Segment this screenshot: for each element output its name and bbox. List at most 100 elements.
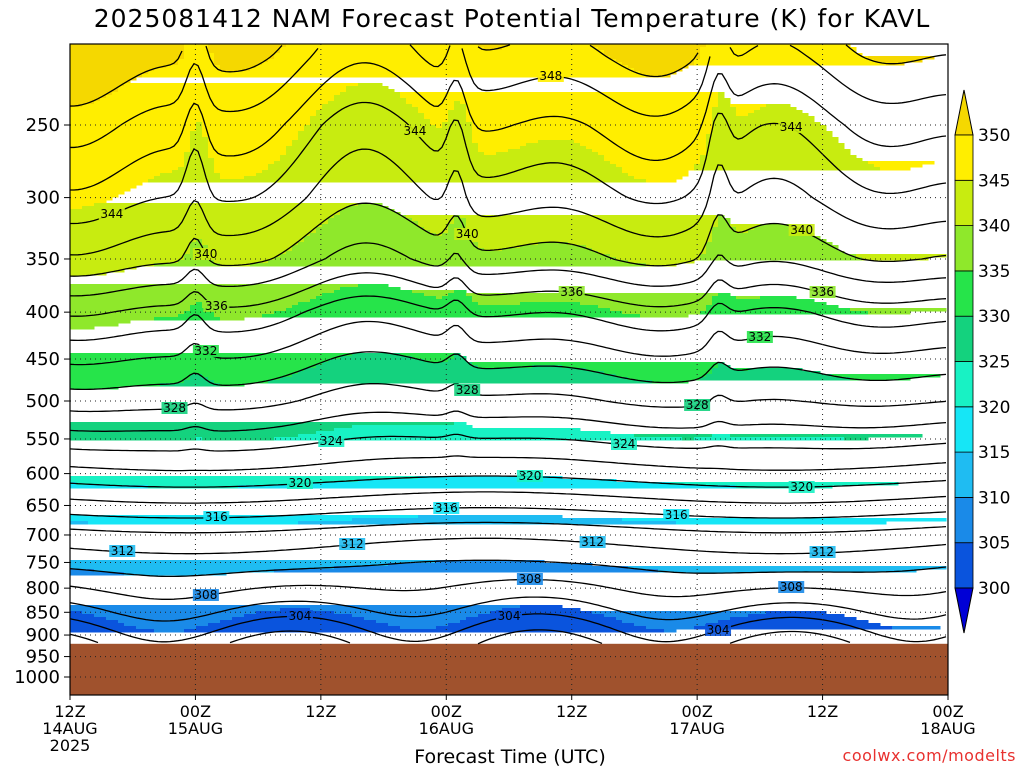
contour-label-bg [558,286,585,298]
contour-label-bg [109,545,136,557]
contour-label-bg [579,536,606,548]
y-tick-label-300: 300 [26,188,60,209]
y-axis: 2503003504004505005506006507007508008509… [14,115,70,688]
contour-label-312: 312 [811,545,834,559]
contour-label-bg [433,502,460,514]
y-tick-label-800: 800 [26,578,60,599]
colorbar-top-extend [954,89,974,136]
colorbar-bin-325 [954,315,974,362]
contour-label-328: 328 [163,401,186,415]
colorbar-label-330: 330 [978,307,1010,327]
x-tick-label-72-0: 12Z [807,702,838,721]
contour-342 [69,148,947,256]
contour-label-bg [778,581,805,593]
colorbar-label-305: 305 [978,534,1010,554]
x-tick-label-60-1: 17AUG [669,719,724,738]
chart-title: 2025081412 NAM Forecast Potential Temper… [93,4,931,33]
colorbar-bin-330 [954,270,974,317]
contour-label-320: 320 [790,480,813,494]
y-tick-label-600: 600 [26,464,60,485]
contour-332 [69,320,947,366]
contour-label-340: 340 [194,247,217,261]
contour-label-bg [339,538,366,550]
contour-label-336: 336 [811,285,834,299]
colorbar-bottom-extend [954,587,974,634]
colorbar-label-325: 325 [978,353,1010,373]
contour-label-bg [705,624,732,636]
contour-344 [70,101,947,225]
contour-label-bg [192,589,219,601]
colorbar-label-345: 345 [978,171,1010,191]
contour-label-bg [788,481,815,493]
colorbar-label-340: 340 [978,217,1010,237]
contour-label-308: 308 [780,580,803,594]
contour-label-320: 320 [288,476,311,490]
y-tick-label-450: 450 [26,349,60,370]
x-tick-label-60-0: 00Z [681,702,712,721]
colorbar-label-310: 310 [978,488,1010,508]
colorbar-bin-300 [954,542,974,589]
x-tick-label-12-1: 15AUG [168,719,223,738]
y-tick-label-400: 400 [26,302,60,323]
contour-label-344: 344 [780,120,803,134]
contour-label-312: 312 [111,544,134,558]
colorbar-label-320: 320 [978,398,1010,418]
contour-label-328: 328 [456,383,479,397]
contour-label-336: 336 [560,285,583,299]
contour-label-316: 316 [205,510,228,524]
x-tick-label-36-1: 16AUG [419,719,474,738]
colorbar-bin-345 [954,134,974,181]
x-tick-label-84-0: 00Z [932,702,963,721]
contour-label-312: 312 [341,537,364,551]
contour-label-304: 304 [288,609,311,623]
y-tick-label-350: 350 [26,249,60,270]
contour-346 [70,62,947,191]
contour-326 [69,410,947,432]
contour-350 [69,44,947,107]
contour-label-bg [98,208,125,220]
contour-label-bg [454,384,481,396]
colorbar-bin-340 [954,179,974,227]
contour-label-bg [203,511,230,523]
contour-label-332: 332 [194,344,217,358]
colorbar-bin-310 [954,451,974,498]
contour-label-bg [516,470,543,482]
contour-label-316: 316 [435,501,458,515]
contour-label-324: 324 [613,437,636,451]
x-tick-label-84-1: 18AUG [920,719,975,738]
contour-322 [69,455,947,472]
colorbar: 300 305 310 315 320 325 330 335 340 345 350 [954,89,1010,634]
contour-label-308: 308 [194,588,217,602]
contour-label-bg [203,300,230,312]
y-tick-label-1000: 1000 [14,667,60,688]
y-tick-label-650: 650 [26,495,60,516]
contour-label-308: 308 [518,572,541,586]
y-tick-label-550: 550 [26,429,60,450]
contour-label-bg [318,435,345,447]
x-tick-label-0-2: 2025 [50,736,91,755]
colorbar-label-350: 350 [978,126,1010,146]
contour-label-320: 320 [518,469,541,483]
contour-label-344: 344 [100,207,123,221]
contour-label-bg [286,477,313,489]
colorbar-bin-315 [954,406,974,453]
contour-312 [69,537,947,555]
x-tick-label-48-0: 12Z [556,702,587,721]
plot-frame [69,43,949,696]
contour-label-348: 348 [539,69,562,83]
contour-label-312: 312 [581,535,604,549]
contour-label-304: 304 [498,609,521,623]
contour-label-bg [809,286,836,298]
contour-306 [69,596,947,622]
colorbar-label-300: 300 [978,579,1010,599]
ground-below-surface [70,643,948,695]
y-tick-label-750: 750 [26,552,60,573]
contour-338 [69,242,947,297]
contour-label-bg [496,610,522,622]
contour-label-bg [401,125,428,137]
contour-label-bg [809,546,836,558]
contour-302 [69,629,851,645]
contour-label-316: 316 [665,508,688,522]
contour-label-bg [778,121,805,133]
